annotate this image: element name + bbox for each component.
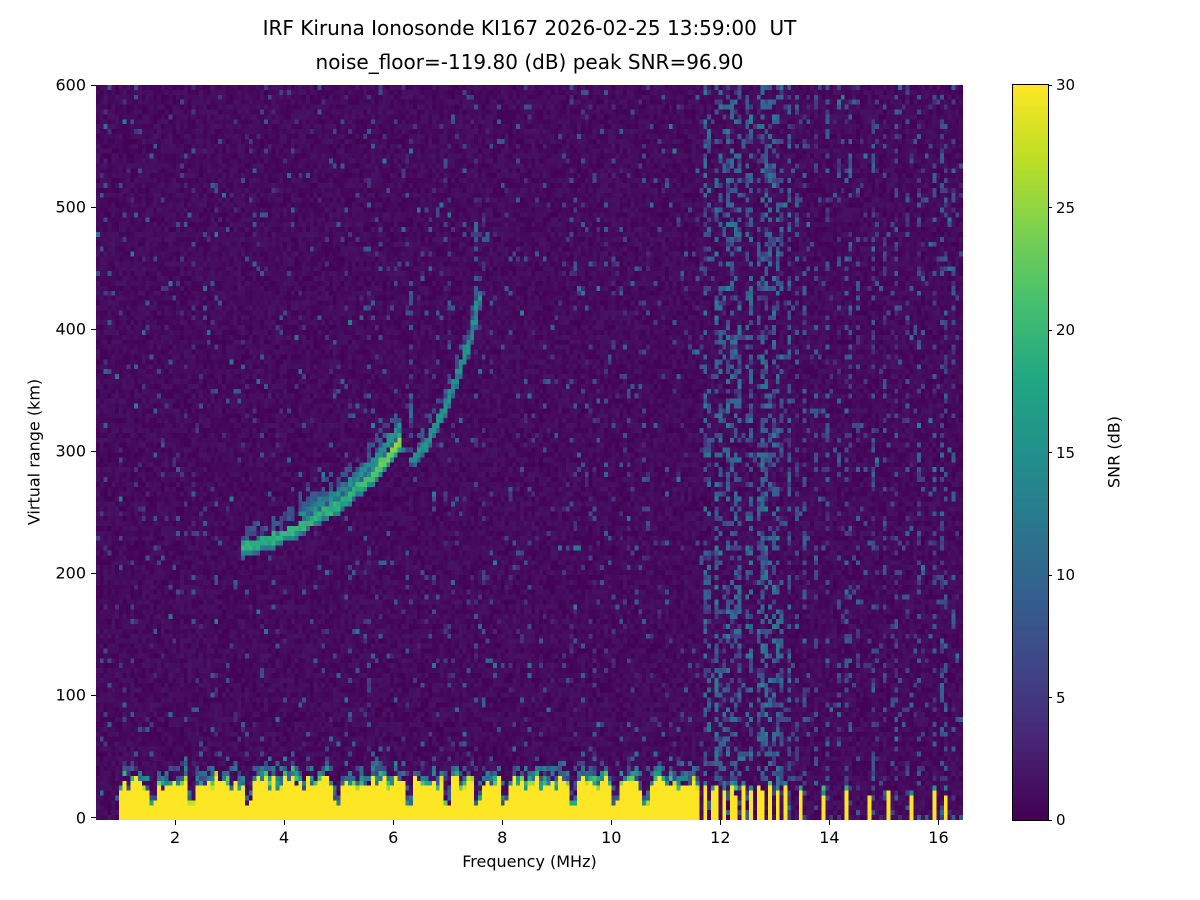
- colorbar-tick-mark: [1048, 329, 1052, 331]
- colorbar-tick-label: 20: [1056, 321, 1076, 339]
- colorbar-tick-label: 30: [1056, 76, 1076, 94]
- x-tick-mark: [610, 820, 612, 825]
- y-tick-label: 400: [55, 319, 86, 339]
- colorbar-tick-mark: [1048, 697, 1052, 698]
- y-tick-mark: [91, 572, 96, 574]
- y-tick-mark: [91, 817, 96, 819]
- x-tick-mark: [392, 820, 394, 825]
- colorbar-tick-mark: [1048, 574, 1052, 576]
- x-tick-mark: [174, 820, 176, 825]
- colorbar-tick-label: 15: [1056, 443, 1076, 462]
- colorbar-gradient: [1012, 84, 1049, 821]
- y-tick-label: 200: [55, 563, 86, 583]
- colorbar-tick-label: 5: [1056, 688, 1066, 707]
- y-tick-label: 600: [55, 75, 86, 95]
- y-tick-mark: [91, 206, 96, 208]
- x-tick-label: 8: [497, 828, 508, 847]
- colorbar-tick-label: 25: [1056, 198, 1076, 217]
- x-tick-label: 14: [819, 828, 840, 847]
- y-tick-mark: [91, 328, 96, 330]
- colorbar-tick-mark: [1048, 452, 1052, 453]
- colorbar-tick-mark: [1048, 84, 1052, 86]
- y-tick-label: 500: [55, 197, 86, 217]
- x-tick-label: 4: [279, 828, 290, 847]
- x-tick-mark: [828, 820, 830, 825]
- colorbar-tick-mark: [1048, 207, 1052, 208]
- y-tick-label: 100: [55, 685, 86, 705]
- x-tick-label: 12: [710, 828, 731, 847]
- x-tick-label: 6: [388, 828, 399, 847]
- y-tick-label: 300: [55, 441, 86, 461]
- x-tick-mark: [283, 820, 285, 825]
- chart-title: IRF Kiruna Ionosonde KI167 2026-02-25 13…: [262, 16, 797, 40]
- x-axis-label: Frequency (MHz): [462, 852, 597, 871]
- x-tick-mark: [501, 820, 503, 825]
- colorbar-tick-label: 0: [1056, 811, 1066, 829]
- x-tick-label: 2: [169, 828, 181, 847]
- y-tick-mark: [91, 694, 96, 696]
- x-tick-mark: [719, 820, 721, 825]
- y-tick-mark: [91, 450, 96, 452]
- x-tick-label: 16: [928, 828, 949, 847]
- chart-subtitle: noise_floor=-119.80 (dB) peak SNR=96.90: [315, 50, 744, 74]
- x-tick-label: 10: [601, 828, 622, 847]
- y-tick-mark: [91, 84, 96, 86]
- y-tick-label: 0: [75, 808, 86, 828]
- ionogram-heatmap: [96, 85, 963, 820]
- colorbar-label: SNR (dB): [1104, 416, 1124, 488]
- x-tick-mark: [937, 820, 939, 825]
- colorbar-tick-label: 10: [1056, 566, 1076, 584]
- colorbar-tick-mark: [1048, 819, 1052, 821]
